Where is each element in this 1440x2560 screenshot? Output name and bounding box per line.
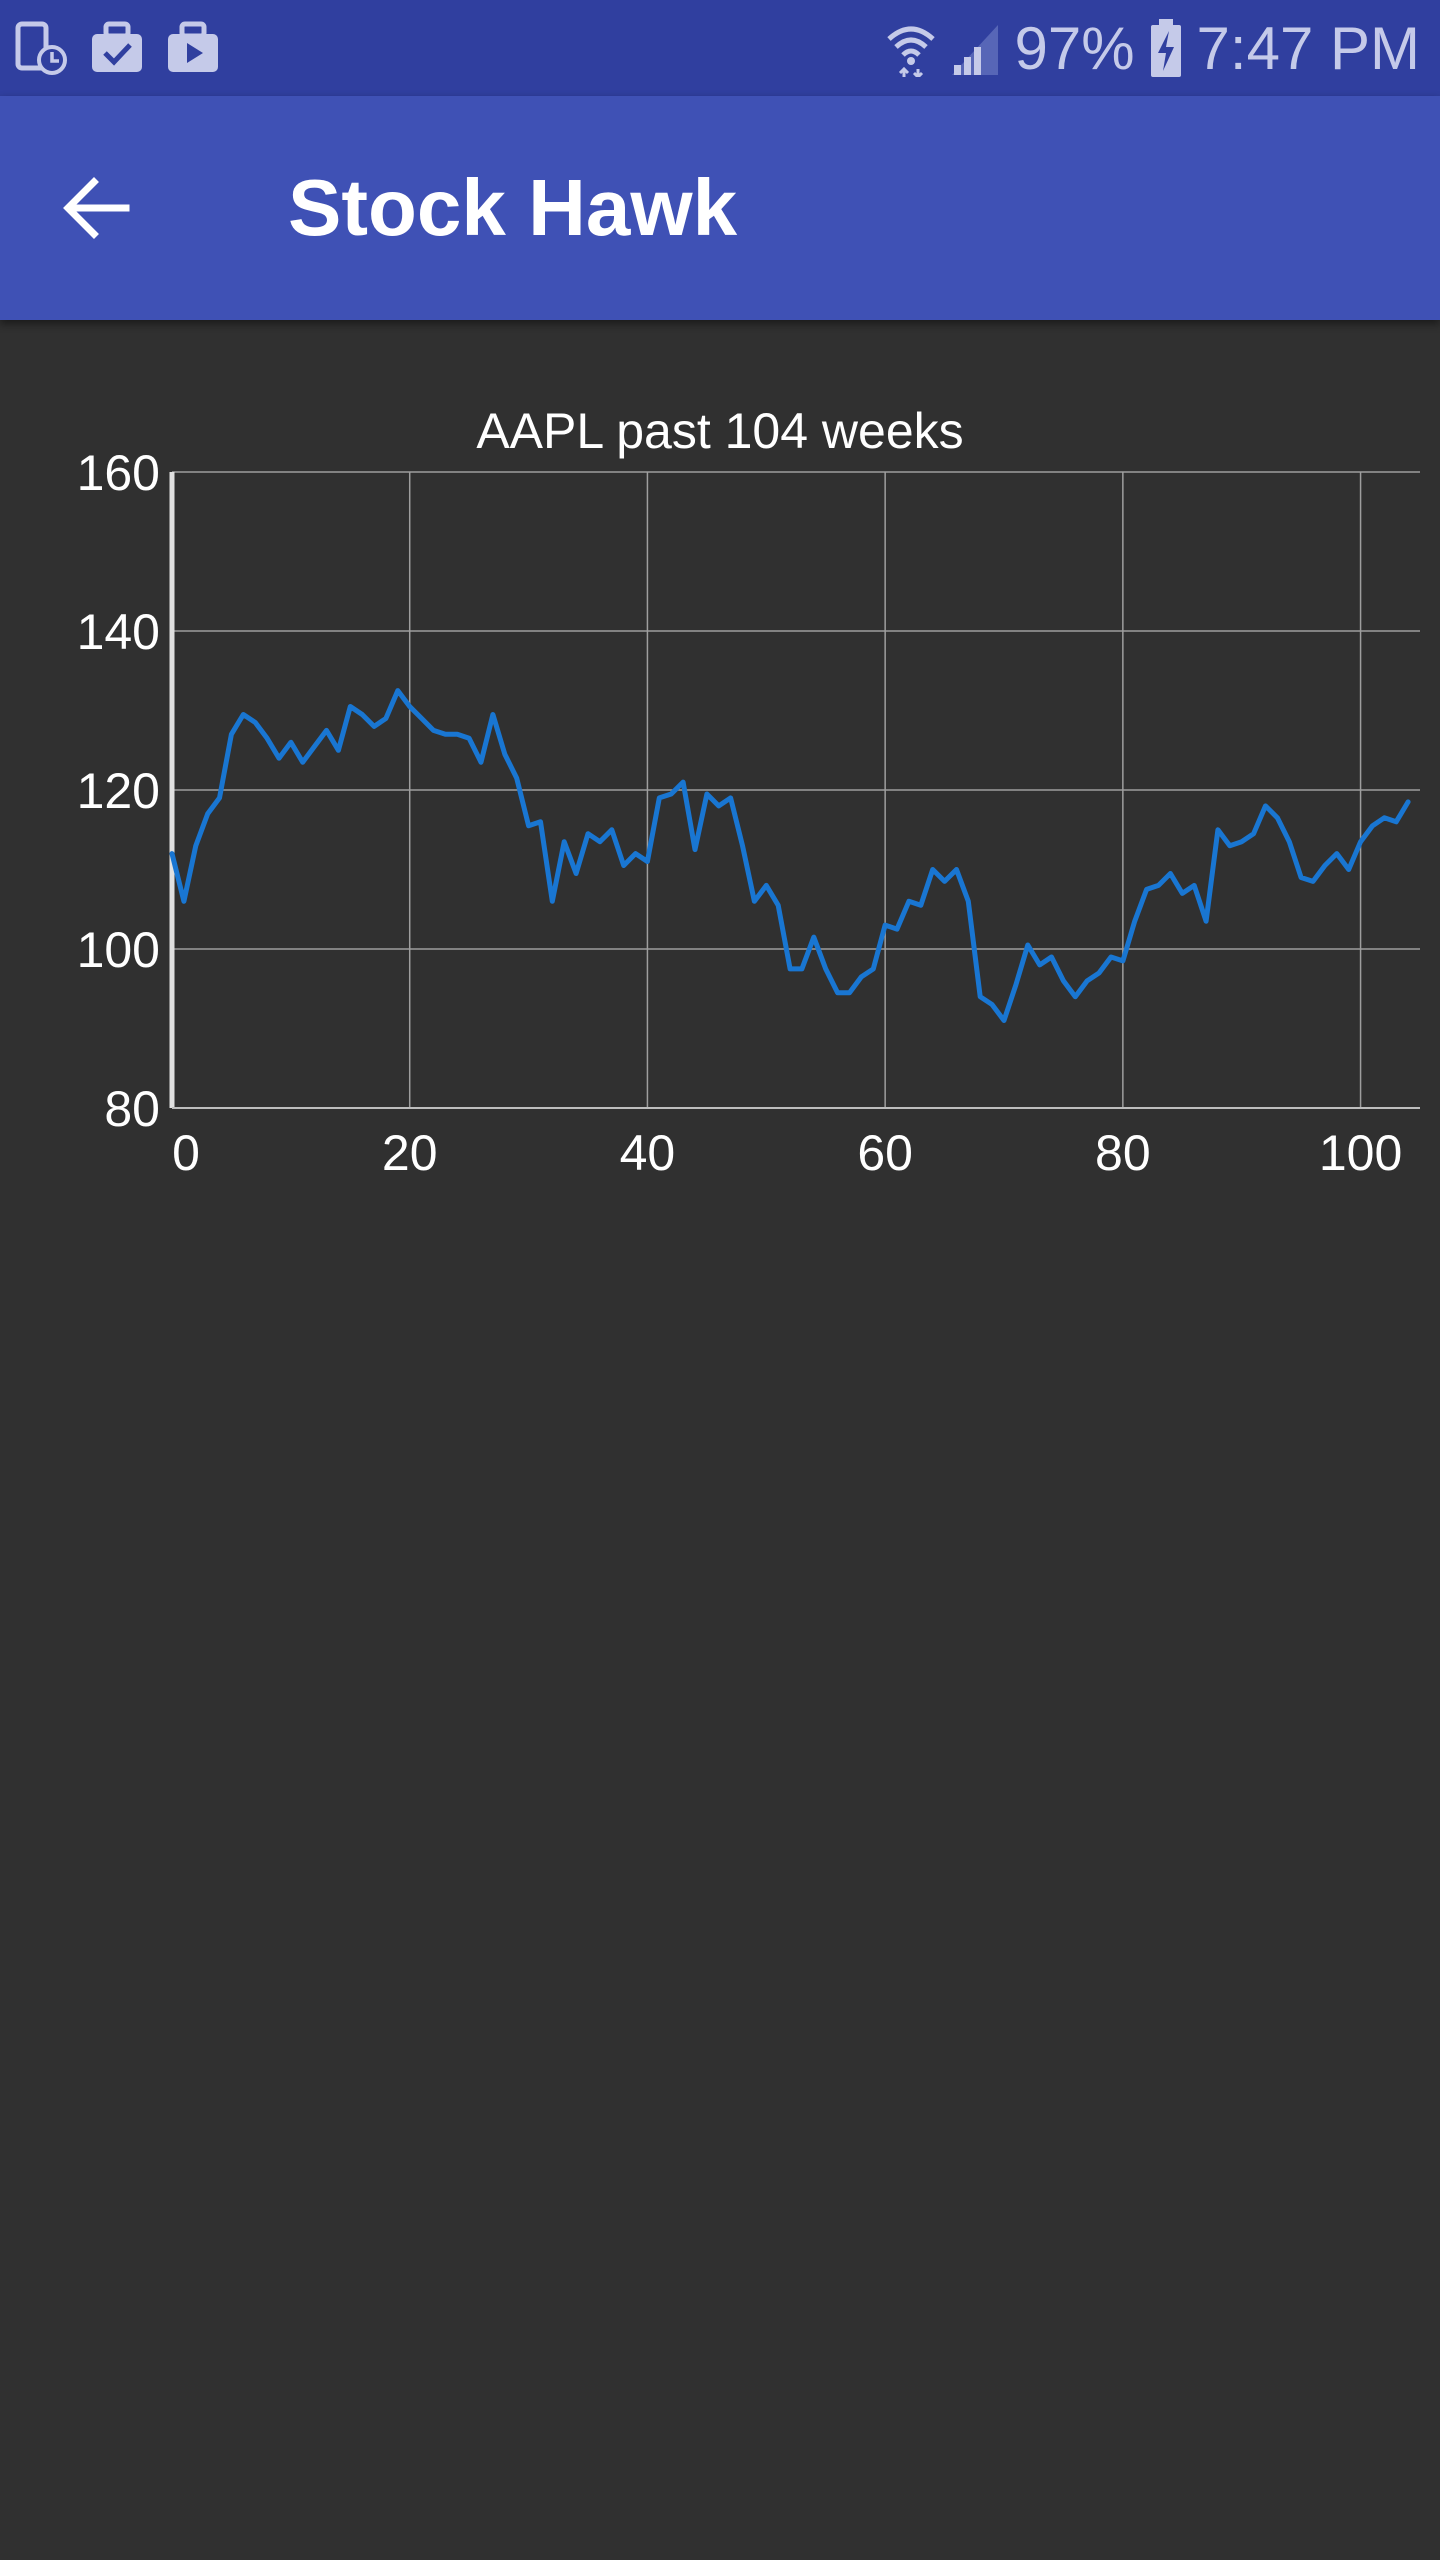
y-tick-label: 100 (77, 922, 160, 978)
y-tick-label: 80 (104, 1081, 160, 1137)
phone-clock-icon (15, 21, 67, 75)
chart-grid (172, 471, 1420, 1109)
x-axis: 0 20 40 60 80 100 (172, 1107, 1420, 1181)
line-chart-svg: AAPL past 104 weeks 80 100 120 140 160 0 20 40… (77, 403, 1420, 1181)
x-tick-label: 100 (1319, 1125, 1402, 1181)
x-tick-label: 80 (1095, 1125, 1151, 1181)
stock-history-chart: AAPL past 104 weeks 80 100 120 140 160 0 20 40… (0, 320, 1440, 1320)
briefcase-check-icon (92, 21, 142, 72)
status-system-icons: 97% 7:47 PM (886, 14, 1420, 84)
x-tick-label: 40 (620, 1125, 676, 1181)
series-line-0 (169, 688, 1411, 1023)
chart-title: AAPL past 104 weeks (476, 403, 963, 459)
app-bar: Stock Hawk (0, 96, 1440, 320)
x-tick-label: 0 (172, 1125, 200, 1181)
status-bar: 97% 7:47 PM (0, 0, 1440, 96)
wifi-icon (887, 26, 936, 77)
x-tick-label: 60 (857, 1125, 913, 1181)
battery-percent: 97% (1014, 15, 1135, 82)
status-notification-icons (14, 20, 220, 76)
cell-signal-icon (952, 25, 999, 75)
clock-time: 7:47 PM (1196, 15, 1420, 82)
y-tick-label: 140 (77, 604, 160, 660)
y-axis: 80 100 120 140 160 (77, 445, 175, 1137)
app-title: Stock Hawk (288, 163, 738, 252)
briefcase-play-icon (168, 21, 218, 72)
chart-series (169, 688, 1411, 1023)
battery-charging-icon (1150, 19, 1181, 77)
arrow-back-icon (63, 177, 130, 239)
y-tick-label: 160 (77, 445, 160, 501)
x-tick-label: 20 (382, 1125, 438, 1181)
back-button[interactable] (40, 152, 152, 264)
y-tick-label: 120 (77, 763, 160, 819)
